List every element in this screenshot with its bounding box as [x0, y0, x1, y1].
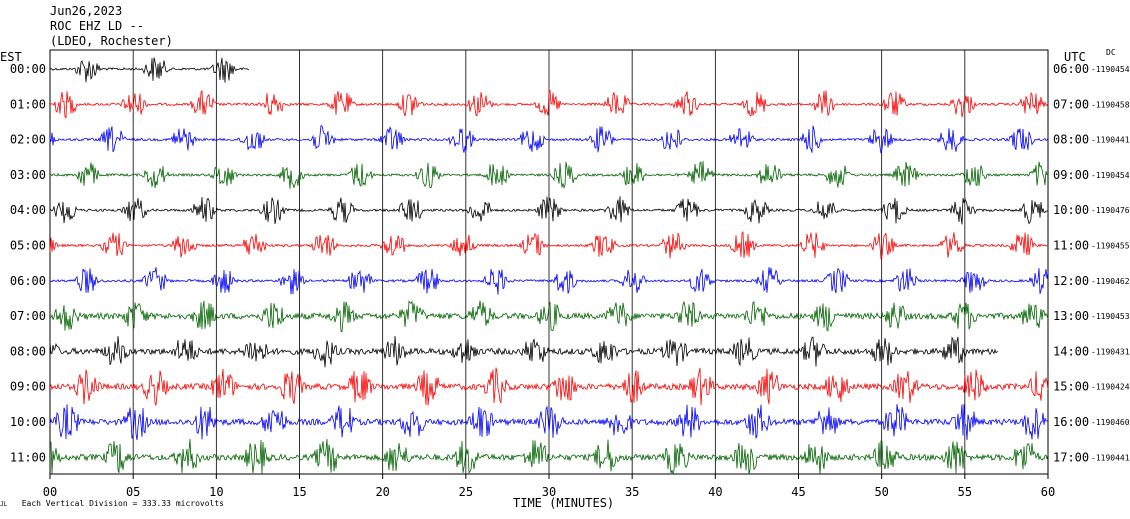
x-tick-label: 00	[43, 485, 57, 499]
utc-hour-labels: 06:00 07:00 08:00 09:00 10:00 11:00 12:00 13:00…	[1053, 62, 1089, 464]
left-timezone-label: EST	[0, 50, 22, 64]
x-tick-label: 55	[958, 485, 972, 499]
x-axis-ticks: 00 05 10 15 20 25 30 35 40 45 50 55 60	[43, 474, 1055, 499]
trace-0600	[49, 57, 250, 83]
vertical-division-note: Each Vertical Division = 333.33 microvol…	[21, 499, 224, 508]
x-tick-label: 50	[874, 485, 888, 499]
utc-label: 15:00	[1053, 380, 1089, 394]
dc-value: -1190455	[1091, 242, 1130, 251]
minute-gridlines	[132, 50, 966, 474]
est-label: 06:00	[10, 274, 46, 288]
x-tick-label: 15	[292, 485, 306, 499]
est-label: 05:00	[10, 239, 46, 253]
est-label: 01:00	[10, 97, 46, 111]
est-label: 00:00	[10, 62, 46, 76]
right-timezone-label: UTC	[1064, 50, 1086, 64]
x-tick-label: 40	[708, 485, 722, 499]
x-tick-label: 45	[791, 485, 805, 499]
dc-value: -1190431	[1091, 347, 1130, 356]
trace-1500	[49, 367, 1049, 406]
trace-0800	[49, 125, 1049, 154]
footer-note: JL Each Vertical Division = 333.33 micro…	[0, 499, 224, 508]
est-label: 09:00	[10, 380, 46, 394]
utc-label: 06:00	[1053, 62, 1089, 76]
corner-mark: JL	[0, 501, 8, 508]
utc-label: 10:00	[1053, 203, 1089, 217]
dc-offset-values: -1190454 -1190458 -1190441 -1190454 -1190476…	[1091, 65, 1130, 462]
est-label: 02:00	[10, 133, 46, 147]
header-station: ROC EHZ LD --	[50, 19, 144, 33]
dc-label: DC	[1106, 48, 1116, 57]
trace-1000	[49, 196, 1049, 225]
utc-label: 12:00	[1053, 274, 1089, 288]
trace-1700	[49, 439, 1049, 475]
x-tick-label: 20	[375, 485, 389, 499]
dc-value: -1190460	[1091, 418, 1130, 427]
est-hour-labels: 00:00 01:00 02:00 03:00 04:00 05:00 06:00 07:00…	[10, 62, 46, 464]
dc-value: -1190454	[1091, 65, 1130, 74]
est-label: 10:00	[10, 415, 46, 429]
est-label: 07:00	[10, 309, 46, 323]
utc-label: 08:00	[1053, 133, 1089, 147]
dc-value: -1190476	[1091, 206, 1130, 215]
dc-value: -1190441	[1091, 453, 1130, 462]
trace-0700	[49, 89, 1049, 119]
x-tick-label: 30	[542, 485, 556, 499]
utc-label: 16:00	[1053, 415, 1089, 429]
est-label: 11:00	[10, 450, 46, 464]
trace-1300	[49, 300, 1049, 332]
x-tick-label: 05	[126, 485, 140, 499]
utc-label: 09:00	[1053, 168, 1089, 182]
trace-1200	[49, 267, 1049, 295]
dc-value: -1190441	[1091, 136, 1130, 145]
est-label: 03:00	[10, 168, 46, 182]
x-axis-label: TIME (MINUTES)	[513, 496, 615, 510]
seismic-traces	[49, 57, 1049, 475]
x-tick-label: 35	[625, 485, 639, 499]
trace-1600	[49, 404, 1049, 441]
utc-label: 13:00	[1053, 309, 1089, 323]
x-tick-label: 10	[209, 485, 223, 499]
header-date: Jun26,2023	[50, 4, 123, 18]
x-tick-label: 25	[459, 485, 473, 499]
utc-label: 17:00	[1053, 450, 1089, 464]
dc-value: -1190458	[1091, 100, 1130, 109]
utc-label: 07:00	[1053, 97, 1089, 111]
header-location: (LDEO, Rochester)	[50, 34, 173, 48]
trace-0900	[49, 161, 1049, 189]
est-label: 04:00	[10, 203, 46, 217]
est-label: 08:00	[10, 344, 46, 358]
trace-1100	[49, 231, 1049, 260]
dc-value: -1190424	[1091, 383, 1130, 392]
trace-1400	[49, 335, 999, 368]
dc-value: -1190454	[1091, 171, 1130, 180]
utc-label: 14:00	[1053, 344, 1089, 358]
dc-value: -1190453	[1091, 312, 1130, 321]
x-tick-label: 60	[1041, 485, 1055, 499]
dc-value: -1190462	[1091, 277, 1130, 286]
utc-label: 11:00	[1053, 239, 1089, 253]
